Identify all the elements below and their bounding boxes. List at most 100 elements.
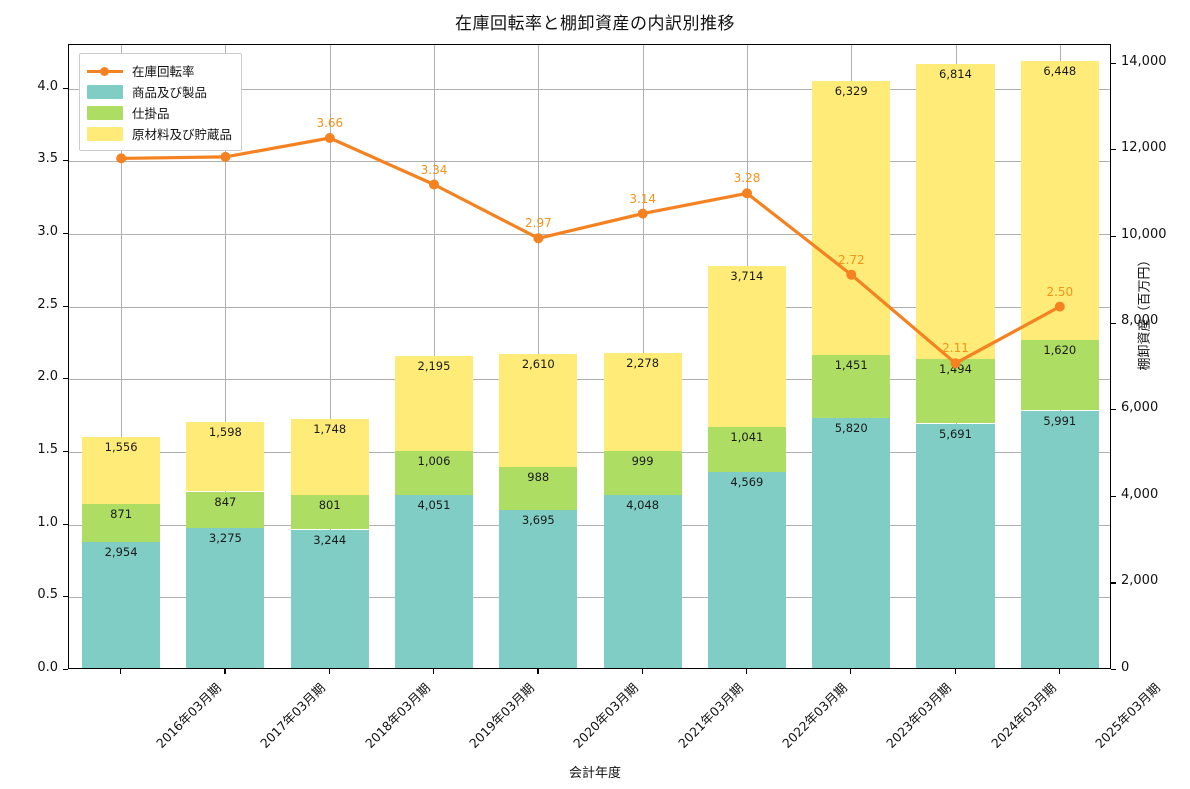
y-axis-left-tick-label: 2.0 [37,369,58,385]
line-value-label: 2.50 [1046,284,1074,299]
bar-segment[interactable] [1020,61,1099,341]
x-axis-tick-mark [641,669,643,674]
bar-segment[interactable] [82,542,161,668]
gridline-horizontal [69,88,1110,90]
bar-segment[interactable] [812,355,891,418]
y-axis-left-tick-mark [63,233,68,235]
bar-segment[interactable] [1020,410,1099,668]
bar-value-label: 6,329 [834,83,868,98]
bar-segment[interactable] [812,417,891,668]
bar-segment[interactable] [394,355,474,451]
x-axis-tick-label: 2021年03月期 [674,680,746,751]
bar-value-label: 847 [214,494,237,509]
line-marker[interactable] [116,153,127,164]
line-marker[interactable] [220,151,231,162]
bar-segment[interactable] [499,510,578,668]
line-marker[interactable] [429,179,439,190]
x-axis-tick-mark [120,669,122,674]
x-axis-tick-mark [954,669,956,674]
bar-segment[interactable] [916,358,995,424]
legend-color-swatch-icon [87,126,123,141]
y-axis-left-tick-mark [63,669,68,671]
line-marker[interactable] [637,208,648,219]
x-axis-tick-mark [746,669,748,674]
bar-segment[interactable] [82,436,161,505]
bar-segment[interactable] [1020,340,1099,411]
gridline-horizontal [69,597,1110,599]
line-marker[interactable] [533,233,544,244]
line-value-label: 2.97 [525,216,552,231]
line-value-label: 3.34 [420,162,448,177]
legend-item[interactable]: 在庫回転率 [87,60,232,81]
gridline-horizontal [69,524,1110,526]
bar-value-label: 5,691 [939,426,972,441]
plot-area: 2,954 871 1,556 3,275 847 1,598 3,244 801 1,748 4… [68,44,1111,669]
y-axis-left-tick-mark [63,87,68,89]
bar-segment[interactable] [394,451,474,495]
line-marker[interactable] [742,188,752,199]
bar-value-label: 988 [527,470,550,485]
y-axis-left-tick-label: 4.0 [37,78,58,94]
bar-value-label: 1,041 [730,430,764,444]
bar-value-label: 4,048 [626,497,660,512]
bar-segment[interactable] [290,494,369,530]
legend-item-label: 商品及び製品 [132,85,208,100]
x-axis-tick-label: 2024年03月期 [987,680,1059,751]
gridline-vertical [225,45,227,668]
bar-value-label: 871 [110,507,133,522]
y-axis-left-tick-label: 3.5 [37,151,58,167]
legend-color-swatch-icon [87,84,123,99]
legend-item[interactable]: 原材料及び貯蔵品 [87,123,232,144]
bar-segment[interactable] [290,529,369,668]
y-axis-right-tick-label: 14,000 [1121,53,1167,69]
line-marker[interactable] [324,133,335,143]
y-axis-left-tick-label: 0.5 [37,587,58,603]
legend-item[interactable]: 商品及び製品 [87,81,232,102]
bar-segment[interactable] [603,352,682,452]
bar-segment[interactable] [499,467,578,510]
bar-segment[interactable] [916,63,995,359]
bar-segment[interactable] [707,427,786,473]
bar-segment[interactable] [707,266,786,428]
bar-segment[interactable] [603,451,682,495]
y-axis-right-tick-label: 10,000 [1121,226,1167,242]
bar-segment[interactable] [812,80,891,355]
bar-segment[interactable] [290,419,369,495]
y-axis-right-tick-label: 0 [1121,660,1130,675]
y-axis-right-tick-mark [1111,235,1116,238]
legend-color-swatch-icon [87,105,123,120]
bar-value-label: 5,991 [1043,413,1077,428]
line-marker[interactable] [1054,301,1065,312]
gridline-vertical [121,45,123,668]
y-axis-left-tick-mark [63,451,68,453]
bar-segment[interactable] [603,494,682,668]
bar-segment[interactable] [394,494,474,668]
bar-segment[interactable] [499,354,578,468]
bar-segment[interactable] [82,504,161,542]
y-axis-right-label: 棚卸資産（百万円） [1137,253,1153,371]
x-axis-tick-label: 2023年03月期 [883,680,955,751]
bar-segment[interactable] [186,491,265,529]
bar-value-label: 2,954 [104,545,138,560]
bar-value-label: 6,814 [939,66,972,81]
x-axis-tick-label: 2025年03月期 [1091,680,1163,751]
bar-value-label: 3,244 [313,532,347,547]
bar-segment[interactable] [707,472,786,668]
gridline-horizontal [69,379,1110,381]
line-value-label: 3.28 [733,171,761,186]
chart-legend[interactable]: 在庫回転率商品及び製品仕掛品 原材料及び貯蔵品 [79,53,243,151]
line-marker[interactable] [846,269,857,280]
bar-segment[interactable] [916,423,995,668]
line-value-label: 3.14 [629,191,657,206]
bar-segment[interactable] [186,528,265,668]
bar-segment[interactable] [186,422,265,492]
bar-value-label: 1,006 [417,454,451,468]
bar-value-label: 1,620 [1043,343,1077,358]
y-axis-right-tick-mark [1111,409,1116,411]
bar-value-label: 2,610 [521,357,555,372]
line-marker[interactable] [950,358,961,369]
legend-item[interactable]: 仕掛品 [87,102,232,123]
y-axis-right-tick-mark [1111,669,1116,671]
gridline-horizontal [69,452,1110,453]
